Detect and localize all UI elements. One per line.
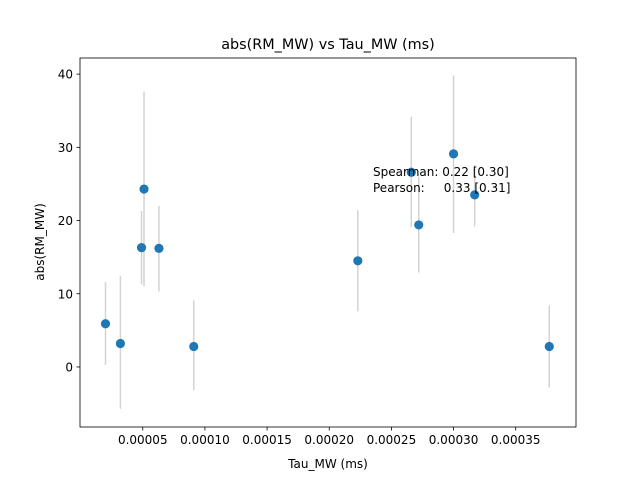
data-point xyxy=(189,341,199,352)
data-point xyxy=(115,338,126,349)
data-point xyxy=(136,243,147,253)
data-point xyxy=(100,319,111,329)
data-point xyxy=(154,243,164,253)
x-tick-label: 0.00005 xyxy=(118,433,168,447)
x-tick-label: 0.00035 xyxy=(491,433,541,447)
y-tick-label: 10 xyxy=(58,287,73,301)
annotation-group: Spearman: 0.22 [0.30] Pearson: 0.33 [0.3… xyxy=(373,165,510,195)
y-tick-label: 0 xyxy=(65,360,73,374)
x-tick-label: 0.00020 xyxy=(304,433,354,447)
plot-area xyxy=(100,75,554,409)
data-point xyxy=(139,184,149,194)
x-tick-label: 0.00015 xyxy=(242,433,292,447)
x-tick-label: 0.00025 xyxy=(367,433,417,447)
x-axis-label: Tau_MW (ms) xyxy=(287,457,368,471)
x-tick-label: 0.00030 xyxy=(429,433,479,447)
annotation-pearson: Pearson: 0.33 [0.31] xyxy=(373,181,510,195)
data-point xyxy=(406,167,416,177)
data-point xyxy=(414,220,424,230)
data-point xyxy=(470,190,480,200)
y-tick-label: 20 xyxy=(58,214,73,228)
data-point xyxy=(353,256,363,266)
data-point xyxy=(544,341,554,352)
y-axis-label: abs(RM_MW) xyxy=(33,203,47,281)
data-point xyxy=(448,149,459,159)
y-tick-label: 40 xyxy=(58,68,73,82)
y-tick-label: 30 xyxy=(58,141,73,155)
x-tick-label: 0.00010 xyxy=(180,433,230,447)
chart-title: abs(RM_MW) vs Tau_MW (ms) xyxy=(221,37,435,53)
axes-frame xyxy=(79,57,577,428)
annotation-spearman: Spearman: 0.22 [0.30] xyxy=(373,165,509,179)
